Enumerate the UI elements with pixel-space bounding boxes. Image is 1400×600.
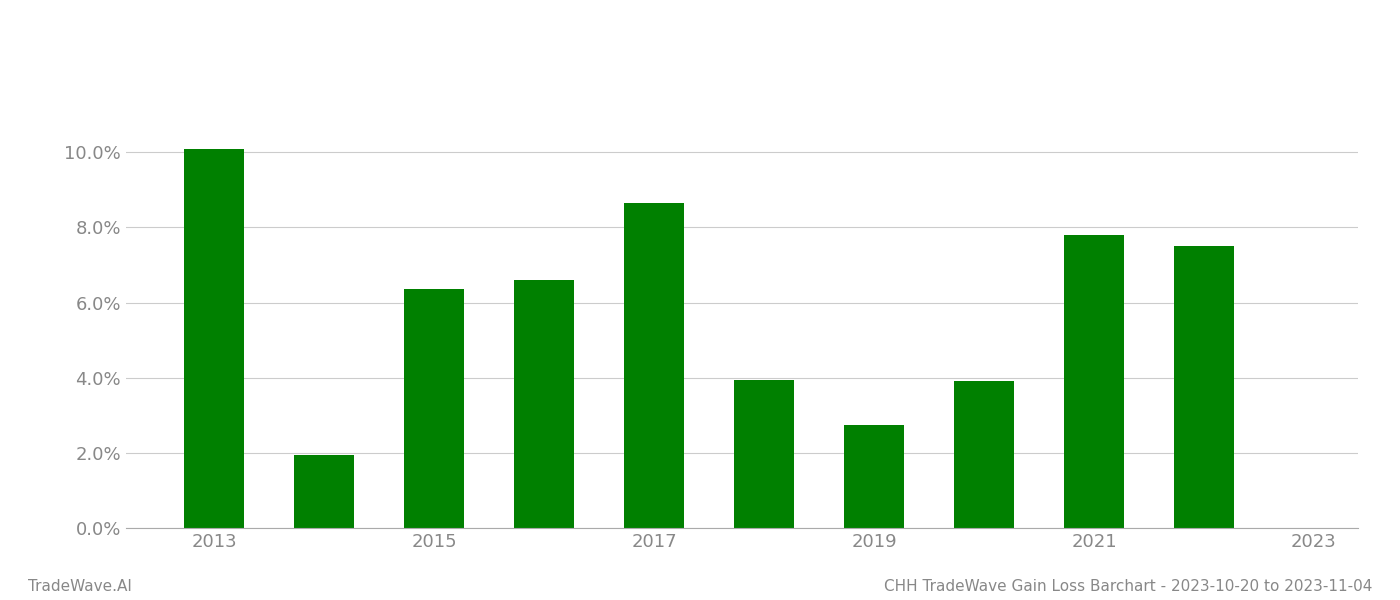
Text: TradeWave.AI: TradeWave.AI	[28, 579, 132, 594]
Bar	[294, 455, 354, 528]
Bar	[403, 289, 465, 528]
Bar	[183, 149, 244, 528]
Bar	[1173, 246, 1235, 528]
Text: CHH TradeWave Gain Loss Barchart - 2023-10-20 to 2023-11-04: CHH TradeWave Gain Loss Barchart - 2023-…	[883, 579, 1372, 594]
Bar	[1064, 235, 1124, 528]
Bar	[844, 425, 904, 528]
Bar	[734, 380, 794, 528]
Bar	[514, 280, 574, 528]
Bar	[953, 382, 1014, 528]
Bar	[624, 203, 685, 528]
